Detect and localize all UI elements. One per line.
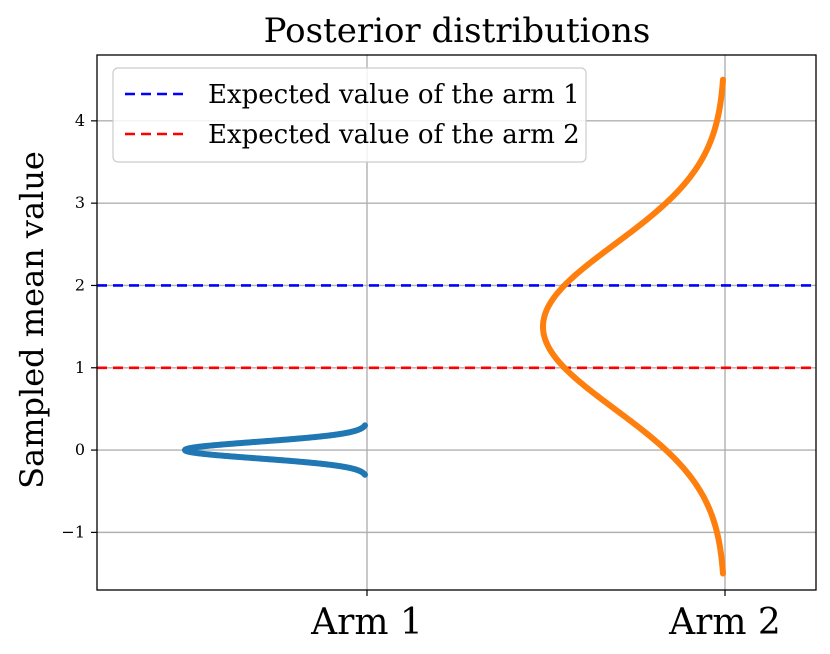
- legend-label-arm1: Expected value of the arm 1: [208, 80, 580, 110]
- y-tick-label: 1: [75, 358, 85, 377]
- y-tick-label: 4: [75, 111, 85, 130]
- posterior-curve-arm1: [182, 422, 368, 478]
- y-tick-label: 2: [75, 275, 85, 294]
- posterior-curve-arm2: [540, 76, 726, 577]
- x-axis-ticks: Arm 1 Arm 2: [310, 590, 781, 643]
- y-tick-label: −1: [61, 522, 85, 541]
- chart-title: Posterior distributions: [264, 11, 651, 51]
- reference-lines: [97, 284, 816, 370]
- legend-box: [112, 67, 587, 163]
- y-tick-label: 3: [75, 193, 85, 212]
- y-tick-label: 0: [75, 440, 85, 459]
- x-tick-label: Arm 1: [310, 602, 423, 643]
- plot-frame: [96, 54, 817, 591]
- posterior-curves: [182, 76, 726, 577]
- legend-label-arm2: Expected value of the arm 2: [208, 120, 580, 150]
- y-axis-label: Sampled mean value: [13, 151, 51, 489]
- legend: Expected value of the arm 1 Expected val…: [112, 67, 587, 163]
- y-axis-ticks: −1 0 1 2 3 4: [61, 111, 97, 541]
- x-tick-label: Arm 2: [668, 602, 781, 643]
